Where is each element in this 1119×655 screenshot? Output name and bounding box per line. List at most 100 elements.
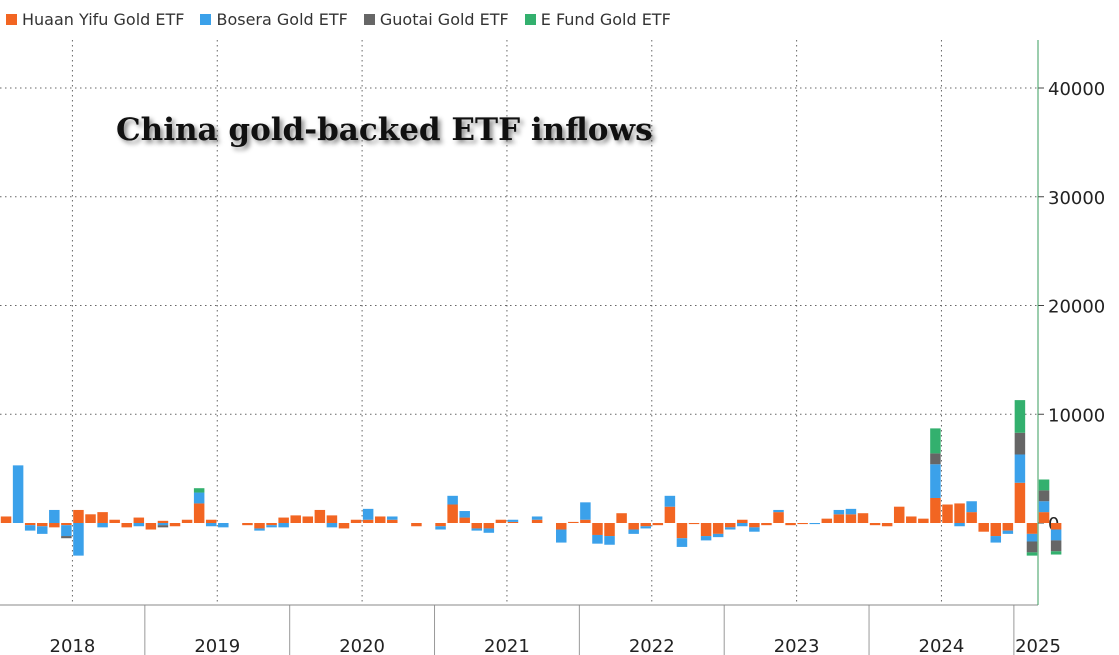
bar-segment-3	[1026, 541, 1038, 553]
bar-segment-1	[869, 523, 881, 526]
bar-segment-1	[785, 523, 796, 526]
bar-segment-1	[821, 518, 833, 523]
bar-segment-2	[61, 525, 72, 537]
bar-segment-1	[893, 506, 905, 523]
bar-segment-2	[193, 492, 205, 504]
bar-segment-1	[73, 509, 84, 523]
legend-swatch-efund	[524, 14, 536, 25]
bar-segment-1	[242, 523, 253, 526]
bar-segment-1	[857, 513, 869, 523]
bar-segment-4	[1038, 479, 1050, 491]
bar-segment-1	[411, 523, 422, 527]
bar-segment-1	[36, 523, 48, 527]
bar-segment-1	[278, 517, 289, 523]
bar-segment-1	[604, 523, 615, 537]
bar-segment-2	[990, 536, 1002, 543]
bar-segment-1	[471, 523, 483, 529]
legend-label-huaan: Huaan Yifu Gold ETF	[22, 10, 185, 29]
bar-segment-2	[97, 523, 108, 528]
bar-segment-3	[157, 525, 169, 528]
x-year-label: 2020	[339, 636, 385, 655]
bar-segment-2	[930, 464, 941, 498]
bar-segment-1	[157, 520, 169, 523]
x-year-label: 2019	[194, 636, 240, 655]
bar-segment-1	[700, 523, 712, 537]
bar-segment-2	[809, 523, 820, 525]
bar-segment-2	[133, 523, 145, 527]
bar-segment-4	[1050, 551, 1062, 555]
bar-segment-1	[712, 523, 724, 534]
bar-segment-1	[350, 519, 362, 523]
bar-segment-1	[181, 519, 193, 523]
bar-segment-2	[712, 533, 724, 538]
bar-segment-1	[640, 523, 651, 527]
bar-segment-1	[616, 513, 627, 523]
bar-segment-1	[85, 514, 96, 523]
legend-swatch-guotai	[363, 14, 375, 25]
chart-title: China gold-backed ETF inflows	[116, 112, 653, 148]
bar-segment-2	[447, 495, 458, 505]
bar-segment-1	[49, 523, 60, 528]
legend-label-efund: E Fund Gold ETF	[540, 10, 671, 29]
bar-segment-1	[109, 519, 120, 523]
bar-segment-1	[374, 516, 386, 523]
bar-segment-2	[1050, 529, 1062, 541]
bar-segment-2	[966, 501, 977, 513]
bar-segment-2	[556, 529, 567, 543]
bar-segment-1	[737, 519, 748, 523]
bar-segment-2	[1038, 501, 1050, 513]
bar-segment-2	[362, 508, 374, 520]
bar-segment-1	[556, 523, 567, 530]
bar-segment-1	[507, 521, 519, 523]
bar-segment-2	[387, 516, 398, 520]
bar-segment-2	[157, 523, 169, 526]
bar-segment-1	[387, 519, 398, 523]
legend-label-guotai: Guotai Gold ETF	[379, 10, 509, 29]
bar-segment-2	[833, 509, 845, 515]
legend-label-bosera: Bosera Gold ETF	[216, 10, 348, 29]
bar-segment-2	[73, 523, 84, 556]
bar-segment-2	[954, 523, 965, 527]
bar-segment-2	[724, 527, 736, 530]
legend-item-huaan: Huaan Yifu Gold ETF	[6, 10, 184, 29]
bar-segment-1	[1026, 523, 1038, 534]
bar-segment-1	[362, 519, 374, 523]
bar-segment-1	[592, 523, 603, 535]
bar-segment-2	[628, 529, 639, 534]
bar-segment-2	[773, 509, 784, 513]
legend: Huaan Yifu Gold ETF Bosera Gold ETF Guot…	[6, 10, 687, 29]
x-year-label: 2021	[484, 636, 530, 655]
bar-segment-2	[507, 519, 519, 522]
bar-segment-1	[1014, 482, 1026, 523]
bar-segment-1	[918, 518, 929, 523]
bar-segment-1	[966, 512, 977, 523]
bar-segment-1	[1050, 523, 1062, 530]
bar-segment-1	[664, 506, 676, 523]
bar-segment-2	[592, 534, 603, 544]
y-tick-label: 10000	[1048, 405, 1105, 426]
bar-segment-2	[12, 465, 24, 523]
bar-segment-2	[205, 523, 217, 527]
bar-segment-3	[930, 453, 941, 465]
bar-segment-2	[737, 523, 748, 527]
bar-segment-1	[290, 515, 301, 523]
y-tick-label: 20000	[1048, 297, 1105, 318]
bar-segment-1	[845, 514, 857, 523]
bar-segment-2	[483, 528, 495, 533]
bar-segment-1	[628, 523, 639, 530]
bar-segment-1	[326, 515, 338, 523]
bar-segment-2	[580, 502, 591, 520]
bar-segment-2	[49, 509, 60, 523]
bar-segment-1	[1002, 523, 1014, 531]
legend-item-guotai: Guotai Gold ETF	[363, 10, 509, 29]
bar-segment-2	[676, 538, 688, 547]
bar-segment-4	[930, 428, 941, 454]
bar-segment-2	[278, 523, 289, 528]
bar-segment-1	[652, 523, 664, 526]
bar-segment-1	[531, 519, 543, 523]
bar-segment-1	[314, 509, 326, 523]
bar-segment-1	[990, 523, 1002, 537]
bar-segment-4	[1026, 552, 1038, 556]
bar-segment-1	[942, 504, 953, 523]
bar-segment-1	[568, 521, 579, 523]
